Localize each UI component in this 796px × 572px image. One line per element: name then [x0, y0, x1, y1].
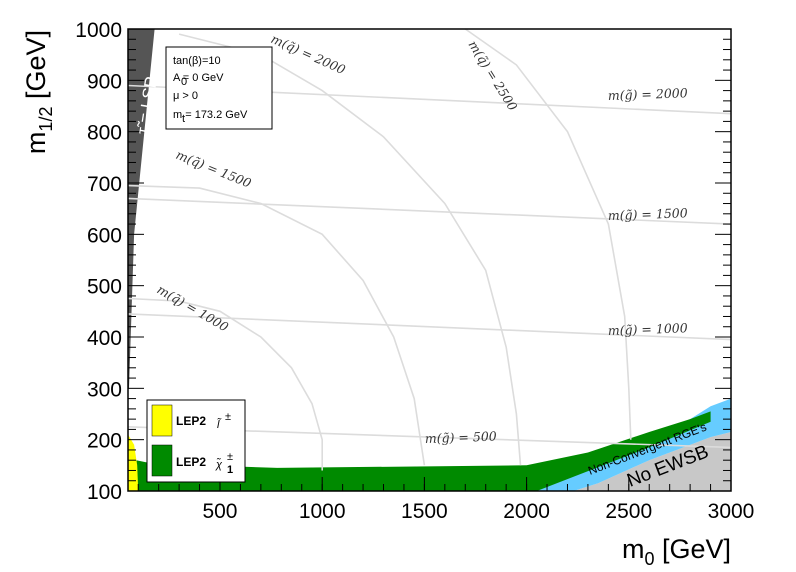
region-lep2-slepton	[128, 434, 139, 491]
info-a0: A = 0 GeV	[173, 72, 224, 84]
ticks-layer: 500 1000 1500 2000 2500 3000 100 200 300 400 500 60…	[75, 19, 754, 523]
y-tick-label: 400	[87, 327, 122, 350]
gluino-contour-1	[127, 313, 732, 341]
squark-contour-1	[127, 184, 426, 466]
squark-contour-3	[464, 28, 632, 440]
info-a0-sub: 0	[181, 76, 187, 88]
x-tick-label: 1500	[401, 500, 448, 523]
squark-contour-2	[178, 33, 522, 466]
x-tick-label: 500	[202, 500, 237, 523]
gluino-contour-label-2: m(g̃) = 1500	[608, 205, 688, 223]
legend-label-slepton: LEP2	[176, 414, 206, 428]
y-tick-label: 1000	[75, 19, 122, 42]
info-mu: μ > 0	[173, 90, 198, 102]
y-tick-label: 200	[87, 430, 122, 453]
legend-swatch-slepton	[151, 404, 173, 437]
plot-frame	[127, 28, 732, 492]
legend-label-chargino: LEP2	[176, 455, 206, 469]
squark-contour-0	[127, 297, 323, 471]
x-tick-label: 2000	[503, 500, 550, 523]
y-axis-title: m1/2 [GeV]	[21, 30, 56, 154]
legend-particle-slepton: l̃	[217, 418, 222, 431]
legend-particle-slepton-sup: ±	[225, 411, 231, 423]
y-tick-label: 900	[87, 70, 122, 93]
x-axis-title: m0 [GeV]	[622, 534, 731, 569]
y-tick-label: 100	[87, 481, 122, 504]
y-tick-label: 500	[87, 276, 122, 299]
info-mtop: m = 173.2 GeV	[173, 109, 248, 121]
gluino-contour-2	[127, 197, 732, 225]
y-tick-label: 300	[87, 378, 122, 401]
y-tick-label: 600	[87, 224, 122, 247]
gluino-contour-label-3: m(g̃) = 2000	[608, 85, 688, 103]
y-tick-label: 800	[87, 122, 122, 145]
info-box: tan(β)=10 A = 0 GeV 0 μ > 0 m = 173.2 Ge…	[165, 46, 273, 130]
y-tick-label: 700	[87, 173, 122, 196]
legend-particle-chargino: χ̃	[215, 458, 223, 471]
legend: LEP2 l̃ ± LEP2 χ̃ ± 1	[146, 399, 246, 483]
info-mtop-sub: t	[182, 113, 185, 125]
x-tick-label: 1000	[299, 500, 346, 523]
x-tick-label: 3000	[708, 500, 755, 523]
legend-particle-chargino-sup: ±	[227, 451, 233, 463]
gluino-contour-label-1: m(g̃) = 1000	[608, 320, 688, 338]
gluino-contour-label-0: m(g̃) = 500	[425, 428, 497, 446]
x-tick-label: 2500	[605, 500, 652, 523]
region-stau-lsp	[128, 29, 155, 389]
legend-particle-chargino-sub: 1	[227, 464, 233, 476]
info-tanbeta: tan(β)=10	[173, 55, 221, 67]
region-lep2-chargino	[136, 411, 711, 491]
legend-swatch-chargino	[151, 444, 173, 477]
